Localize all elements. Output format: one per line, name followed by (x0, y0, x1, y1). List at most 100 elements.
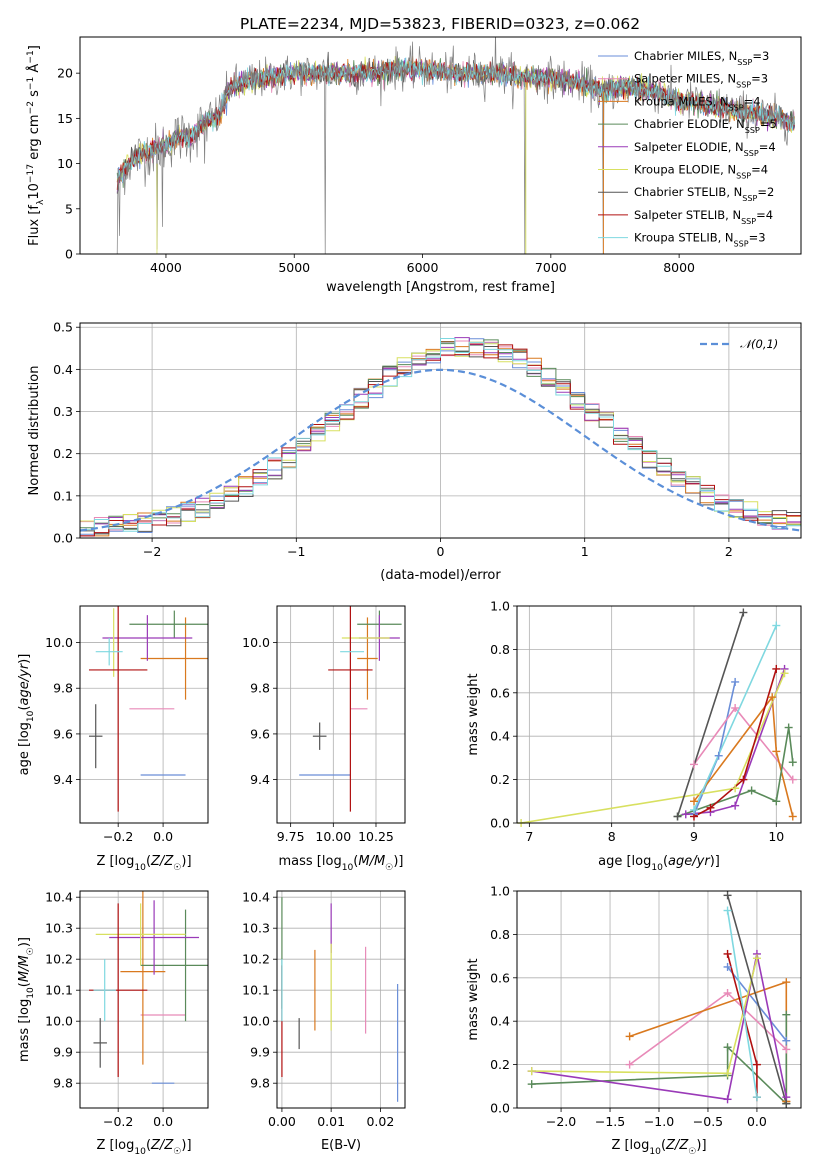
residual-legend: 𝒩(0,1) (700, 337, 778, 351)
y-tick-label: 0.4 (490, 1014, 510, 1029)
y-tick-label: 0.2 (490, 772, 510, 787)
y-tick-label: 10.0 (242, 1014, 270, 1029)
y-tick-label: 9.4 (53, 772, 73, 787)
legend-entry: Chabrier ELODIE, NSSP=5 (634, 117, 777, 135)
y-tick-label: 5 (65, 201, 73, 216)
y-tick-label: 0.8 (490, 642, 510, 657)
plot-area (299, 606, 402, 812)
weight-vs-age-ylabel: mass weight (466, 673, 481, 755)
y-tick-label: 0.1 (53, 488, 73, 503)
y-tick-label: 0.0 (490, 1101, 510, 1116)
x-tick-label: 7000 (535, 260, 567, 275)
legend-entry: Kroupa STELIB, NSSP=3 (634, 231, 766, 249)
x-tick-label: 8 (608, 829, 616, 844)
y-tick-label: 10.3 (242, 921, 270, 936)
weight-line-7 (693, 668, 778, 818)
y-tick-label: 0.4 (490, 729, 510, 744)
weight-vs-age-axes: 7 8 9 10 0.0 0.2 0.4 0.6 0.8 1.0 (490, 599, 802, 844)
x-tick-label: −0.2 (103, 829, 133, 844)
y-tick-label: 0.6 (490, 685, 510, 700)
y-tick-label: 10.2 (242, 952, 270, 967)
y-tick-label: 0.2 (490, 1057, 510, 1072)
weight-line-8 (693, 625, 778, 811)
y-tick-label: 9.8 (250, 1076, 270, 1091)
weight-line-2 (693, 694, 794, 817)
legend-entry: Salpeter ELODIE, NSSP=4 (634, 140, 776, 158)
plot-area (80, 337, 801, 537)
y-tick-label: 10.0 (45, 1014, 73, 1029)
x-tick-label: 7 (525, 829, 533, 844)
residual-axes: −2 −1 0 1 2 0.0 0.1 0.2 0.3 0.4 0.5 (53, 320, 802, 559)
x-tick-label: −1.5 (595, 1114, 625, 1129)
x-tick-label: −0.5 (693, 1114, 723, 1129)
weight-vs-Z-axes: −2.0 −1.5 −1.0 −0.5 0.0 0.0 0.2 0.4 0.6 0.8 1.0 (490, 884, 802, 1129)
x-tick-label: 8000 (663, 260, 695, 275)
spectrum-data (116, 37, 795, 254)
x-tick-label: 0.0 (153, 1114, 173, 1129)
residual-ylabel: Normed distribution (27, 366, 42, 496)
x-tick-label: −2.0 (546, 1114, 576, 1129)
axes-frame (276, 605, 406, 824)
y-tick-label: 9.9 (53, 1045, 73, 1060)
y-tick-label: 0.4 (53, 362, 73, 377)
y-tick-label: 9.4 (250, 772, 270, 787)
residual-hist-8 (80, 338, 801, 532)
y-tick-label: 10 (57, 156, 73, 171)
x-tick-label: 10.00 (315, 829, 351, 844)
plot-area (116, 37, 795, 254)
mass-vs-Z-ylabel: mass [log10(M/M☉)] (17, 937, 36, 1062)
y-tick-label: 10.4 (242, 890, 270, 905)
axes-frame (516, 605, 802, 824)
y-tick-label: 0.5 (53, 320, 73, 335)
x-tick-label: 6000 (407, 260, 439, 275)
y-tick-label: 10.2 (45, 952, 73, 967)
age-vs-Z-xlabel: Z [log10(Z/Z☉)] (96, 854, 191, 873)
legend-entry: Chabrier MILES, NSSP=3 (634, 49, 769, 67)
x-tick-label: 1 (581, 544, 589, 559)
legend-entry: Chabrier STELIB, NSSP=2 (634, 185, 774, 203)
spectrum-legend: Chabrier MILES, NSSP=3 Salpeter MILES, NS… (598, 49, 777, 248)
x-tick-label: 4000 (150, 260, 182, 275)
y-tick-label: 0.2 (53, 446, 73, 461)
x-tick-label: 0.0 (747, 1114, 767, 1129)
y-tick-label: 0.0 (490, 816, 510, 831)
y-tick-label: 15 (57, 111, 73, 126)
y-tick-label: 9.9 (250, 1045, 270, 1060)
plot-area (281, 897, 399, 1102)
age-vs-mass-xlabel: mass [log10(M/M☉)] (279, 854, 404, 873)
x-tick-label: 0.00 (268, 1114, 296, 1129)
weight-line-6 (726, 895, 788, 1104)
y-tick-label: 9.8 (53, 681, 73, 696)
y-tick-label: 9.6 (53, 726, 73, 741)
axes-frame (79, 890, 209, 1109)
legend-entry: 𝒩(0,1) (740, 337, 778, 351)
y-tick-label: 0.0 (53, 531, 73, 546)
y-tick-label: 0.3 (53, 404, 73, 419)
weight-vs-Z-xlabel: Z [log10(Z/Z☉)] (611, 1138, 706, 1157)
weight-vs-Z-ylabel: mass weight (466, 958, 481, 1040)
age-vs-mass-axes: 9.75 10.00 10.25 9.4 9.6 9.8 10.0 (242, 605, 406, 844)
axes-frame (276, 890, 406, 1109)
x-tick-label: −2 (143, 544, 161, 559)
spectrum-ylabel: Flux [fλ10−17 erg cm−2 s−1 Å−1] (26, 45, 46, 246)
x-tick-label: −1.0 (644, 1114, 674, 1129)
weight-line-4 (685, 668, 786, 816)
spectrum-title: PLATE=2234, MJD=53823, FIBERID=0323, z=0… (240, 15, 640, 33)
y-tick-label: 0.6 (490, 970, 510, 985)
mass-vs-EBV-xlabel: E(B-V) (321, 1138, 361, 1153)
y-tick-label: 10.1 (242, 983, 270, 998)
y-tick-label: 9.8 (250, 681, 270, 696)
weight-line-5 (531, 958, 758, 1075)
x-tick-label: 0.01 (317, 1114, 345, 1129)
y-tick-label: 10.0 (45, 635, 73, 650)
legend-entry: Salpeter STELIB, NSSP=4 (634, 208, 773, 226)
spectrum-axes: 4000 5000 6000 7000 8000 0 5 10 15 20 (57, 36, 802, 275)
legend-entry: Kroupa MILES, NSSP=4 (634, 94, 761, 112)
x-tick-label: 5000 (278, 260, 310, 275)
y-tick-label: 10.1 (45, 983, 73, 998)
axes-frame (79, 605, 209, 824)
x-tick-label: 0 (437, 544, 445, 559)
mass-vs-EBV-axes: 0.00 0.01 0.02 9.8 9.9 10.0 10.1 10.2 10.3 10.4 (242, 890, 406, 1129)
x-tick-label: −1 (287, 544, 305, 559)
